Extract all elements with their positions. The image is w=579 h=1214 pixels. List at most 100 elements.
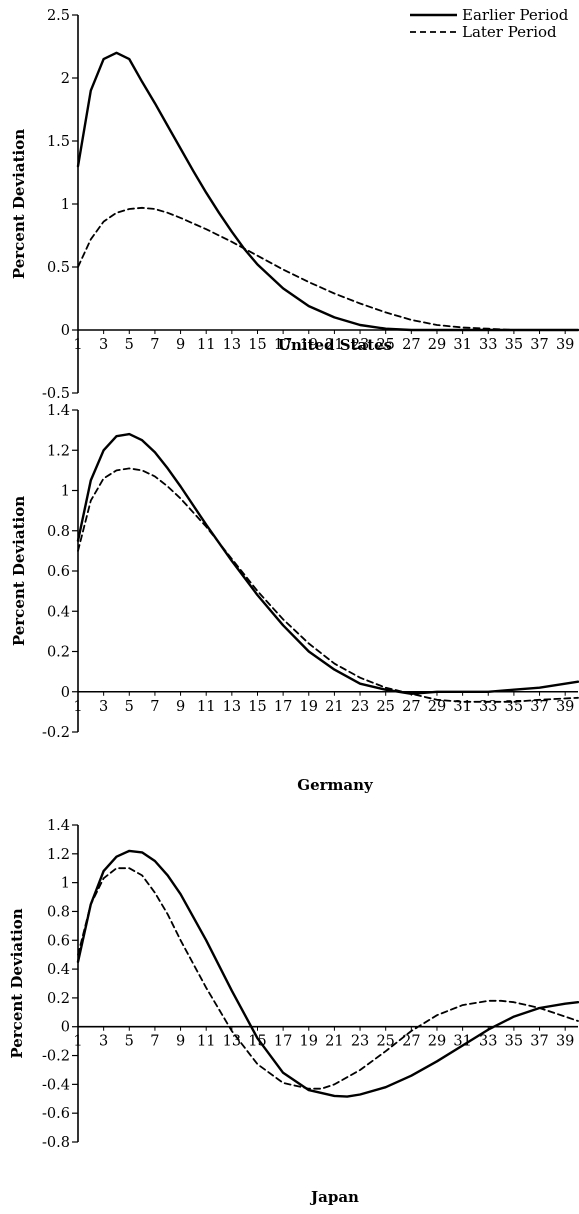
y-tick-label: 0.8 (47, 904, 70, 920)
x-tick-label: 17 (274, 1034, 292, 1050)
x-tick-label: 5 (125, 337, 134, 353)
legend: Earlier Period Later Period (410, 6, 569, 41)
y-tick-label: 0.2 (47, 991, 70, 1007)
y-tick-label: 0.6 (47, 564, 70, 580)
x-tick-label: 1 (73, 1034, 82, 1050)
y-tick-label: -0.2 (42, 1049, 70, 1065)
x-tick-label: 17 (274, 699, 292, 715)
x-tick-label: 29 (428, 699, 446, 715)
x-tick-label: 35 (505, 699, 523, 715)
y-tick-label: 1.5 (47, 134, 70, 150)
x-tick-label: 37 (530, 337, 548, 353)
x-tick-label: 21 (325, 337, 343, 353)
series-line-earlier-period (76, 432, 579, 695)
x-tick-label: 11 (197, 337, 215, 353)
y-tick-label: 0.4 (47, 962, 70, 978)
y-tick-label: 0.4 (47, 604, 70, 620)
y-tick-label: 1.4 (47, 818, 70, 834)
x-tick-label: 31 (453, 1034, 471, 1050)
chart-panel-0: 2.521.510.50-0.51 3 5 7 9 11 13 15 17 19 21 23 25 27 2… (10, 8, 579, 402)
legend-label-later: Later Period (462, 23, 557, 41)
x-tick-label: 11 (197, 1034, 215, 1050)
x-tick-label: 9 (176, 699, 185, 715)
y-tick-label: 0 (61, 1020, 70, 1036)
y-axis-title: Percent Deviation (10, 129, 28, 279)
x-tick-label: 33 (479, 699, 497, 715)
y-tick-label: 0.5 (47, 260, 70, 276)
x-tick-label: 29 (428, 1034, 446, 1050)
x-tick-label: 39 (556, 1034, 574, 1050)
x-tick-label: 27 (402, 699, 420, 715)
x-tick-label: 17 (274, 337, 292, 353)
x-tick-label: 33 (479, 1034, 497, 1050)
y-tick-label: 1.4 (47, 403, 70, 419)
x-tick-label: 3 (99, 699, 108, 715)
x-tick-label: 25 (376, 1034, 394, 1050)
y-tick-label: 2 (61, 71, 70, 87)
x-tick-label: 23 (351, 699, 369, 715)
x-tick-label: 3 (99, 337, 108, 353)
x-tick-label: 7 (150, 337, 159, 353)
x-tick-label: 11 (197, 699, 215, 715)
y-axis-title: Percent Deviation (8, 908, 26, 1058)
x-tick-label: 31 (453, 337, 471, 353)
y-tick-label: -0.5 (42, 386, 70, 402)
x-tick-label: 1 (73, 337, 82, 353)
y-tick-label: -0.8 (42, 1135, 70, 1151)
x-tick-label: 3 (99, 1034, 108, 1050)
y-tick-label: -0.2 (42, 725, 70, 741)
x-tick-label: 33 (479, 337, 497, 353)
x-tick-label: 35 (505, 1034, 523, 1050)
panel-title: United States (278, 336, 392, 354)
series-line-later-period (77, 867, 579, 1090)
x-tick-label: 35 (505, 337, 523, 353)
series-line-earlier-period (76, 849, 579, 1098)
x-tick-label: 7 (150, 699, 159, 715)
x-tick-label: 27 (402, 337, 420, 353)
x-tick-label: 13 (223, 699, 241, 715)
x-tick-label: 25 (376, 699, 394, 715)
series-line-later-period (77, 467, 579, 703)
x-tick-label: 37 (530, 699, 548, 715)
x-tick-label: 31 (453, 699, 471, 715)
x-tick-label: 23 (351, 337, 369, 353)
x-tick-label: 9 (176, 337, 185, 353)
x-tick-label: 9 (176, 1034, 185, 1050)
x-tick-label: 13 (223, 1034, 241, 1050)
y-tick-label: 1.2 (47, 443, 70, 459)
y-tick-label: 1 (61, 197, 70, 213)
y-tick-label: 2.5 (47, 8, 70, 24)
y-tick-label: 0.8 (47, 524, 70, 540)
y-tick-label: 0.2 (47, 645, 70, 661)
x-tick-label: 27 (402, 1034, 420, 1050)
y-tick-label: -0.4 (42, 1077, 70, 1093)
y-axis-title: Percent Deviation (10, 496, 28, 646)
x-tick-label: 21 (325, 699, 343, 715)
x-tick-label: 19 (300, 337, 318, 353)
x-tick-label: 7 (150, 1034, 159, 1050)
y-tick-label: -0.6 (42, 1106, 70, 1122)
x-tick-label: 39 (556, 699, 574, 715)
series-line-later-period (77, 206, 579, 331)
x-tick-label: 15 (248, 699, 266, 715)
x-tick-label: 13 (223, 337, 241, 353)
x-tick-label: 25 (376, 337, 394, 353)
x-tick-label: 39 (556, 337, 574, 353)
y-tick-label: 0.6 (47, 933, 70, 949)
y-tick-label: 1.2 (47, 847, 70, 863)
y-tick-label: 0 (61, 685, 70, 701)
y-tick-label: 1 (61, 484, 70, 500)
x-tick-label: 19 (300, 1034, 318, 1050)
chart-panel-1: 1.41.210.80.60.40.20-0.21 3 5 7 9 11 13 15 17 19 2… (10, 403, 579, 794)
panel-title: Germany (297, 776, 374, 794)
chart-panel-2: 1.4 1.2 1 0.8 0.6 0.4 0.2 0 -0.2 -0.4 -0.6 -0.8 1 3 5 7… (8, 818, 579, 1206)
y-tick-label: 0 (61, 323, 70, 339)
series-line-earlier-period (76, 51, 579, 332)
x-tick-label: 29 (428, 337, 446, 353)
x-tick-label: 15 (248, 337, 266, 353)
x-tick-label: 5 (125, 1034, 134, 1050)
x-tick-label: 23 (351, 1034, 369, 1050)
x-tick-label: 21 (325, 1034, 343, 1050)
x-tick-label: 5 (125, 699, 134, 715)
